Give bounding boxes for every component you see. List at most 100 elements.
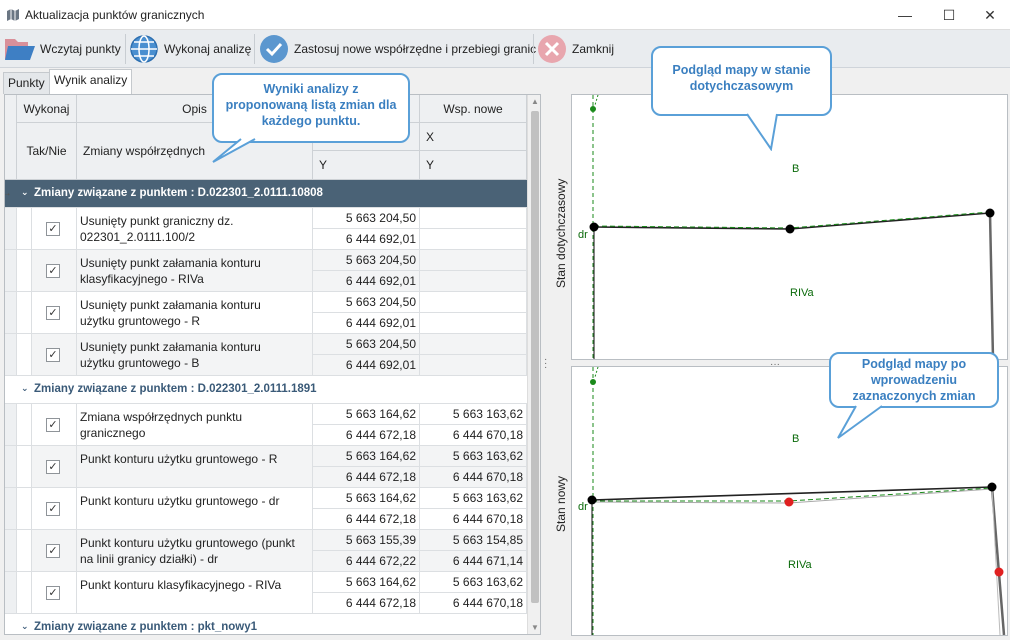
description-line: Punkt konturu użytku gruntowego - dr (80, 494, 280, 508)
tab-analysis-result[interactable]: Wynik analizy (49, 69, 133, 94)
close-button[interactable]: Zamknij (536, 33, 614, 65)
title-bar: Aktualizacja punktów granicznych — ☐ ✕ (0, 0, 1010, 30)
map-label-riva: RIVa (788, 559, 812, 571)
row-indent (5, 488, 17, 530)
execute-checkbox[interactable]: ✓ (46, 418, 60, 432)
execute-checkbox[interactable]: ✓ (46, 502, 60, 516)
scroll-down-icon[interactable]: ▼ (531, 623, 539, 632)
new-x-cell (420, 334, 527, 355)
row-indent (5, 404, 17, 446)
description-line: Zmiana współrzędnych punktu (80, 410, 243, 424)
folder-icon (5, 39, 35, 60)
execute-cell[interactable]: ✓ (32, 446, 77, 488)
map-after-label: Stan nowy (554, 475, 568, 532)
header-new-x[interactable]: X (420, 123, 527, 151)
execute-checkbox[interactable]: ✓ (46, 348, 60, 362)
execute-checkbox[interactable]: ✓ (46, 586, 60, 600)
map-before[interactable]: B RIVa dr (571, 94, 1008, 360)
header-execute[interactable]: Wykonaj (17, 95, 77, 123)
apply-changes-button[interactable]: Zastosuj nowe współrzędne i przebiegi gr… (258, 33, 536, 65)
old-y-cell: 6 444 692,01 (313, 313, 420, 334)
callout-map-after: Podgląd mapy po wprowadzeniu zaznaczonyc… (829, 352, 999, 408)
execute-checkbox[interactable]: ✓ (46, 544, 60, 558)
execute-cell[interactable]: ✓ (32, 404, 77, 446)
map-splitter-grip-icon[interactable]: ··· (770, 359, 780, 370)
scroll-up-icon[interactable]: ▲ (531, 97, 539, 106)
description-cell: Punkt konturu użytku gruntowego (punkt na… (77, 530, 313, 572)
description-line: Punkt konturu klasyfikacyjnego - RIVa (80, 578, 282, 592)
panel-splitter[interactable]: · · · (541, 94, 551, 635)
globe-icon (130, 35, 158, 63)
description-cell: Punkt konturu użytku gruntowego - dr (77, 488, 313, 530)
execute-cell[interactable]: ✓ (32, 208, 77, 250)
row-indent (5, 208, 17, 250)
header-yes-no[interactable]: Tak/Nie (17, 123, 77, 180)
close-window-button[interactable]: ✕ (984, 7, 996, 23)
new-x-cell (420, 250, 527, 271)
toolbar-separator (125, 34, 126, 64)
check-circle-icon (260, 35, 288, 63)
map-after[interactable]: B RIVa dr (571, 366, 1008, 636)
map-label-riva: RIVa (790, 287, 814, 299)
execute-checkbox[interactable]: ✓ (46, 306, 60, 320)
group-row[interactable]: ⌄ Zmiany związane z punktem : pkt_nowy1 (5, 614, 527, 634)
old-y-cell: 6 444 692,01 (313, 271, 420, 292)
chevron-down-icon[interactable]: ⌄ (21, 383, 29, 393)
grid-scrollbar[interactable]: ▲ ▼ (527, 95, 540, 634)
old-x-cell: 5 663 204,50 (313, 292, 420, 313)
execute-cell[interactable]: ✓ (32, 572, 77, 614)
scrollbar-thumb[interactable] (531, 111, 539, 603)
row-pointer-icon: → (5, 187, 12, 199)
description-line: Punkt konturu użytku gruntowego (punkt (80, 536, 295, 550)
description-line: użytku gruntowego - R (80, 314, 201, 328)
header-old-y[interactable]: Y (313, 151, 420, 180)
new-x-cell: 5 663 163,62 (420, 404, 527, 425)
row-indicator-header (5, 95, 17, 180)
execute-checkbox[interactable]: ✓ (46, 264, 60, 278)
execute-cell[interactable]: ✓ (32, 488, 77, 530)
description-line: 022301_2.0111.100/2 (80, 230, 196, 244)
close-icon (538, 35, 566, 63)
new-y-cell (420, 229, 527, 250)
execute-cell[interactable]: ✓ (32, 530, 77, 572)
callout-results-text: Wyniki analizy z proponowaną listą zmian… (225, 82, 397, 128)
chevron-down-icon[interactable]: ⌄ (21, 621, 29, 631)
execute-checkbox[interactable]: ✓ (46, 460, 60, 474)
description-line: granicznego (80, 426, 146, 440)
execute-cell[interactable]: ✓ (32, 292, 77, 334)
execute-checkbox[interactable]: ✓ (46, 222, 60, 236)
new-x-cell: 5 663 163,62 (420, 488, 527, 509)
minimize-button[interactable]: — (898, 7, 912, 23)
header-new-coordinates[interactable]: Wsp. nowe (420, 95, 527, 123)
group-row[interactable]: → ⌄ Zmiany związane z punktem : D.022301_2… (5, 180, 527, 208)
load-points-label: Wczytaj punkty (40, 42, 121, 56)
description-line: użytku gruntowego - B (80, 356, 200, 370)
map-before-canvas (589, 94, 995, 360)
tab-points[interactable]: Punkty (3, 72, 50, 94)
toolbar: Wczytaj punkty Wykonaj analizę Zastosuj … (0, 30, 1010, 68)
map-before-label: Stan dotychczasowy (554, 178, 568, 288)
execute-cell[interactable]: ✓ (32, 334, 77, 376)
maximize-button[interactable]: ☐ (942, 7, 956, 23)
row-indent (17, 208, 32, 250)
execute-cell[interactable]: ✓ (32, 250, 77, 292)
new-x-cell: 5 663 154,85 (420, 530, 527, 551)
old-x-cell: 5 663 164,62 (313, 404, 420, 425)
row-indent (17, 572, 32, 614)
new-y-cell: 6 444 670,18 (420, 425, 527, 446)
old-y-cell: 6 444 672,18 (313, 593, 420, 614)
toolbar-separator (254, 34, 255, 64)
new-y-cell: 6 444 670,18 (420, 593, 527, 614)
header-new-y[interactable]: Y (420, 151, 527, 180)
row-indent (5, 530, 17, 572)
splitter-grip-icon: · · · (544, 354, 548, 373)
chevron-down-icon[interactable]: ⌄ (21, 187, 29, 197)
map-icon (7, 9, 19, 21)
tab-strip: Punkty Wynik analizy (0, 68, 540, 94)
group-row[interactable]: ⌄ Zmiany związane z punktem : D.022301_2.… (5, 376, 527, 404)
run-analysis-button[interactable]: Wykonaj analizę (128, 33, 251, 65)
old-x-cell: 5 663 164,62 (313, 488, 420, 509)
load-points-button[interactable]: Wczytaj punkty (4, 33, 121, 65)
description-line: klasyfikacyjnego - RIVa (80, 272, 204, 286)
results-grid: Wykonaj Tak/Nie Opis Zmiany współrzędnyc… (4, 94, 541, 635)
